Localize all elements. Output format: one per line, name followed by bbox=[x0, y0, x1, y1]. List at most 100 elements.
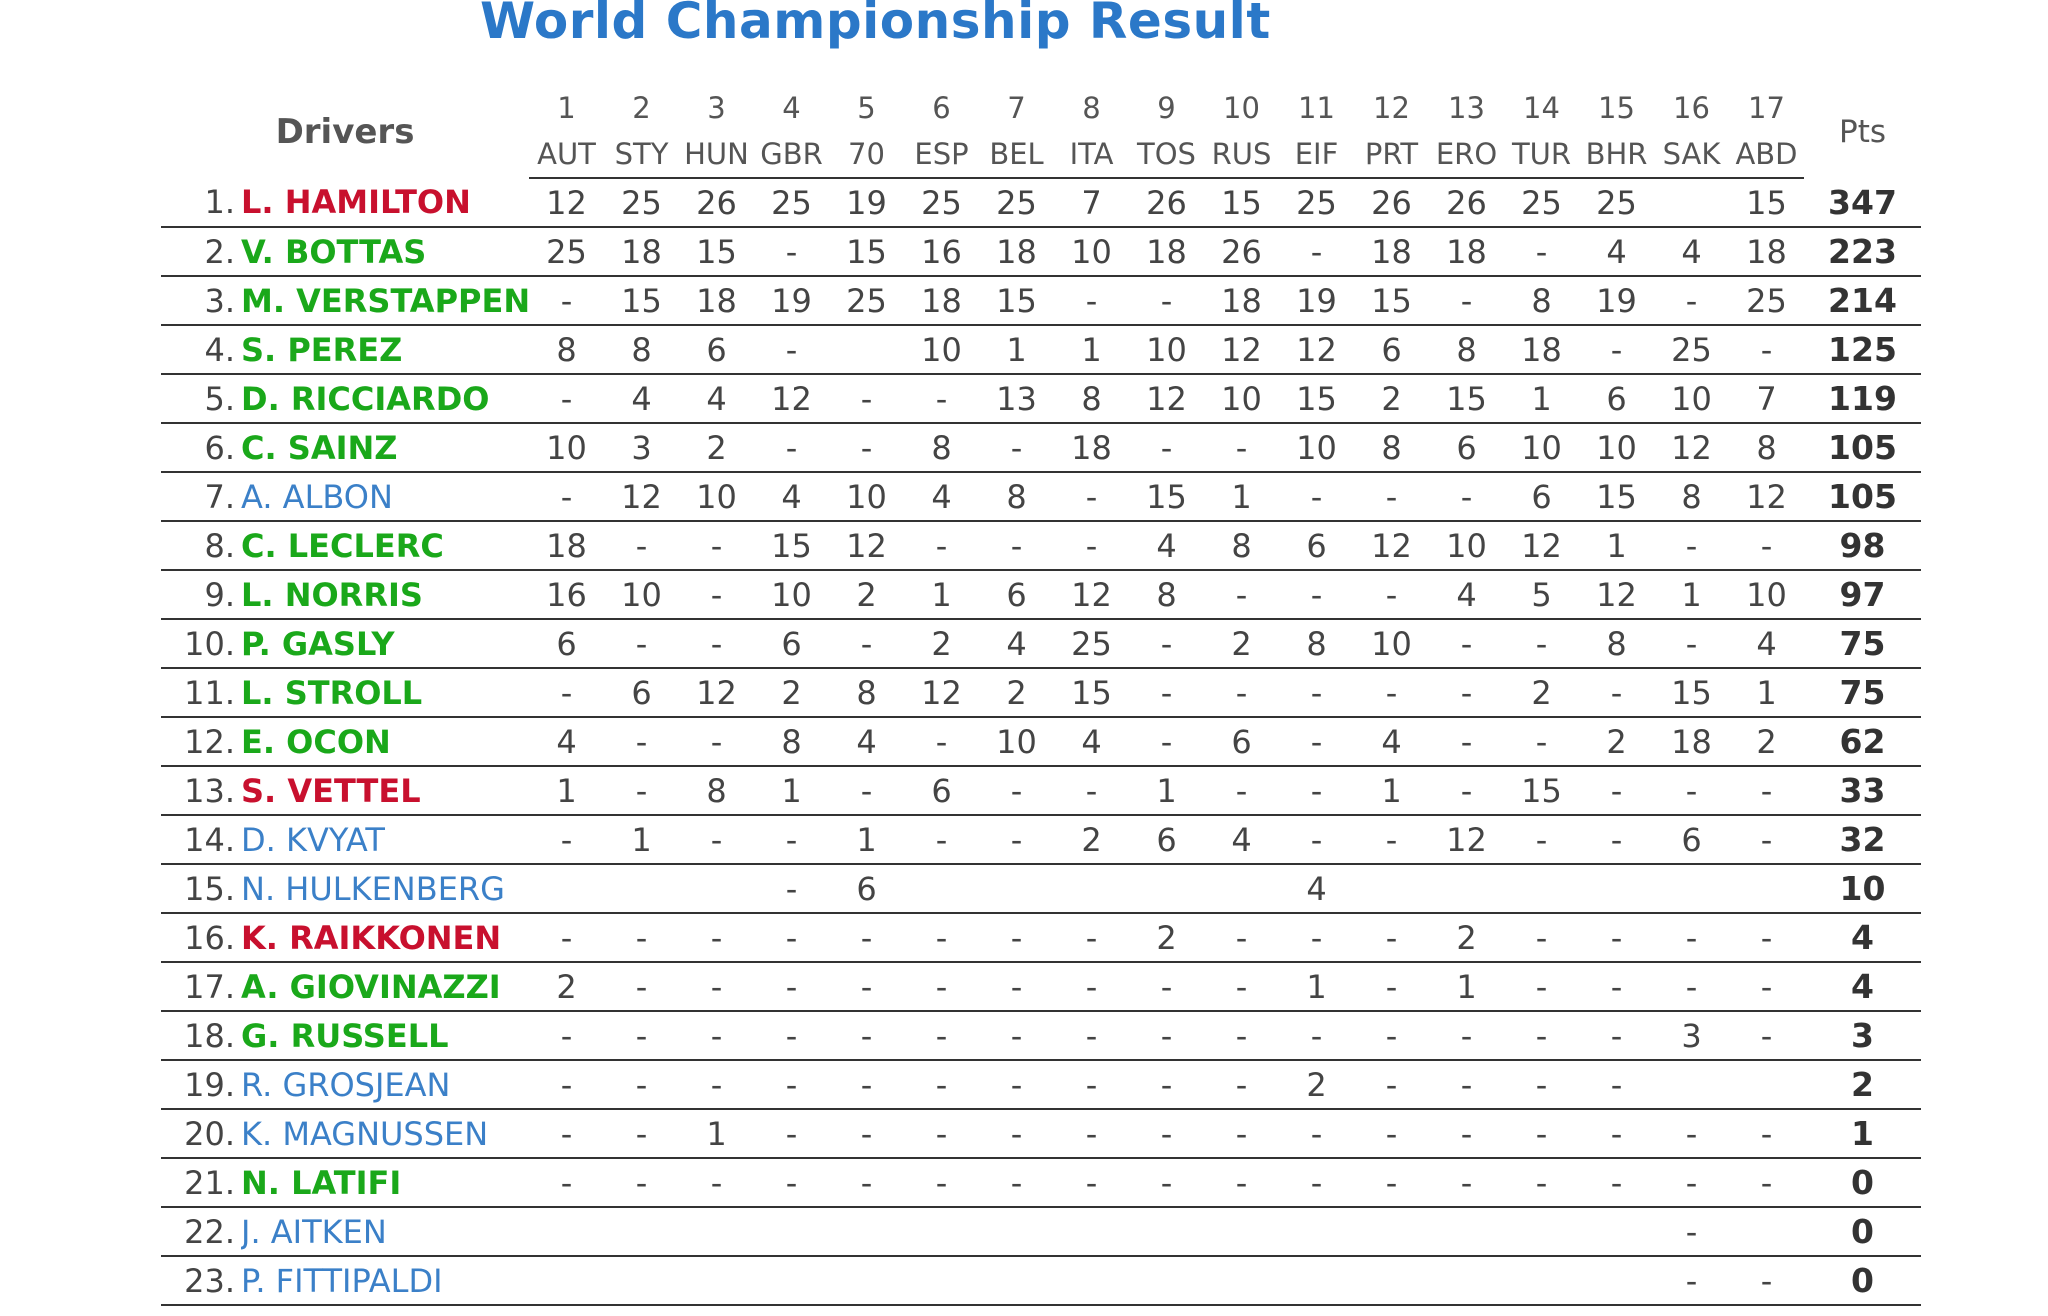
result-cell: - bbox=[829, 423, 904, 473]
result-cell: - bbox=[679, 1011, 754, 1061]
result-cell: 1 bbox=[529, 766, 604, 816]
result-cell: - bbox=[1129, 423, 1204, 473]
result-cell: - bbox=[1579, 962, 1654, 1012]
result-cell: - bbox=[979, 815, 1054, 865]
table-row: 23. P. FITTIPALDI - -0 bbox=[161, 1256, 1921, 1306]
result-cell: 15 bbox=[1504, 766, 1579, 816]
result-cell: - bbox=[1204, 1109, 1279, 1159]
result-cell: 15 bbox=[1579, 472, 1654, 522]
round-code-header: 70 bbox=[829, 131, 904, 179]
result-cell: 1 bbox=[679, 1109, 754, 1159]
result-cell: - bbox=[679, 962, 754, 1012]
result-cell: 2 bbox=[754, 668, 829, 718]
driver-name-cell: J. AITKEN bbox=[241, 1207, 529, 1257]
result-cell: - bbox=[1054, 962, 1129, 1012]
result-cell: - bbox=[754, 423, 829, 473]
result-cell: - bbox=[1279, 472, 1354, 522]
result-cell: 10 bbox=[1429, 521, 1504, 571]
result-cell: 12 bbox=[904, 668, 979, 718]
table-row: 14. D. KVYAT -1- -1- -2 6 4- -12- -6-32 bbox=[161, 815, 1921, 865]
result-cell: - bbox=[1429, 276, 1504, 326]
header-row-round-codes: AUT STY HUN GBR 70 ESP BEL ITA TOS RUS EIF PRT ERO TU… bbox=[161, 131, 1921, 179]
position-cell: 20. bbox=[161, 1109, 241, 1159]
result-cell bbox=[679, 1256, 754, 1306]
driver-name-cell: K. RAIKKONEN bbox=[241, 913, 529, 963]
points-cell: 214 bbox=[1804, 276, 1921, 326]
result-cell: 8 bbox=[1054, 374, 1129, 424]
result-cell bbox=[1054, 1256, 1129, 1306]
result-cell: 19 bbox=[829, 178, 904, 228]
result-cell: 15 bbox=[1654, 668, 1729, 718]
driver-name-cell: N. LATIFI bbox=[241, 1158, 529, 1208]
result-cell: 25 bbox=[904, 178, 979, 228]
points-cell: 347 bbox=[1804, 178, 1921, 228]
result-cell: 15 bbox=[679, 227, 754, 277]
result-cell: - bbox=[1279, 766, 1354, 816]
result-cell bbox=[1654, 1060, 1729, 1110]
result-cell: 10 bbox=[1579, 423, 1654, 473]
result-cell: - bbox=[1579, 1060, 1654, 1110]
result-cell: - bbox=[679, 1158, 754, 1208]
points-cell: 4 bbox=[1804, 962, 1921, 1012]
result-cell: - bbox=[604, 1158, 679, 1208]
result-cell: - bbox=[679, 619, 754, 669]
position-cell: 18. bbox=[161, 1011, 241, 1061]
points-cell: 4 bbox=[1804, 913, 1921, 963]
result-cell: - bbox=[1729, 325, 1804, 375]
result-cell: - bbox=[1579, 913, 1654, 963]
result-cell: - bbox=[1729, 521, 1804, 571]
result-cell: 1 bbox=[1729, 668, 1804, 718]
result-cell: 10 bbox=[529, 423, 604, 473]
points-cell: 2 bbox=[1804, 1060, 1921, 1110]
result-cell: - bbox=[1054, 1060, 1129, 1110]
result-cell: 2 bbox=[529, 962, 604, 1012]
result-cell bbox=[979, 864, 1054, 914]
result-cell: 1 bbox=[1579, 521, 1654, 571]
result-cell: 25 bbox=[979, 178, 1054, 228]
round-number-header: 4 bbox=[782, 91, 801, 125]
result-cell: 12 bbox=[1354, 521, 1429, 571]
points-cell: 0 bbox=[1804, 1256, 1921, 1306]
points-cell: 105 bbox=[1804, 472, 1921, 522]
result-cell: - bbox=[754, 1158, 829, 1208]
result-cell: 6 bbox=[1204, 717, 1279, 767]
result-cell: 2 bbox=[1054, 815, 1129, 865]
result-cell bbox=[1354, 1207, 1429, 1257]
position-cell: 9. bbox=[161, 570, 241, 620]
table-row: 7. A. ALBON -12 10 4 10 4 8-15 1- - -6 15 8 12 105 bbox=[161, 472, 1921, 522]
result-cell: - bbox=[979, 521, 1054, 571]
result-cell: 4 bbox=[604, 374, 679, 424]
result-cell: 2 bbox=[1279, 1060, 1354, 1110]
result-cell: 15 bbox=[754, 521, 829, 571]
result-cell: - bbox=[1054, 1158, 1129, 1208]
result-cell: 25 bbox=[1654, 325, 1729, 375]
points-cell: 0 bbox=[1804, 1158, 1921, 1208]
result-cell bbox=[904, 1207, 979, 1257]
result-cell: - bbox=[1504, 1158, 1579, 1208]
points-cell: 1 bbox=[1804, 1109, 1921, 1159]
result-cell: - bbox=[754, 1011, 829, 1061]
table-row: 11. L. STROLL -6 12 2 8 12 2 15- - - - -2-15 1 75 bbox=[161, 668, 1921, 718]
result-cell: - bbox=[679, 717, 754, 767]
result-cell: - bbox=[1354, 913, 1429, 963]
result-cell: 4 bbox=[529, 717, 604, 767]
result-cell: - bbox=[1129, 668, 1204, 718]
result-cell bbox=[1204, 1207, 1279, 1257]
result-cell: 4 bbox=[829, 717, 904, 767]
result-cell: 6 bbox=[529, 619, 604, 669]
result-cell: - bbox=[1579, 815, 1654, 865]
position-cell: 2. bbox=[161, 227, 241, 277]
result-cell: 12 bbox=[1129, 374, 1204, 424]
result-cell: 8 bbox=[1579, 619, 1654, 669]
result-cell: - bbox=[1054, 276, 1129, 326]
result-cell: 25 bbox=[1729, 276, 1804, 326]
result-cell: 13 bbox=[979, 374, 1054, 424]
result-cell: - bbox=[1354, 1158, 1429, 1208]
result-cell: 12 bbox=[1579, 570, 1654, 620]
result-cell: - bbox=[829, 962, 904, 1012]
driver-name-cell: G. RUSSELL bbox=[241, 1011, 529, 1061]
result-cell: - bbox=[1429, 1060, 1504, 1110]
position-cell: 16. bbox=[161, 913, 241, 963]
result-cell: 6 bbox=[1279, 521, 1354, 571]
result-cell: - bbox=[1204, 913, 1279, 963]
